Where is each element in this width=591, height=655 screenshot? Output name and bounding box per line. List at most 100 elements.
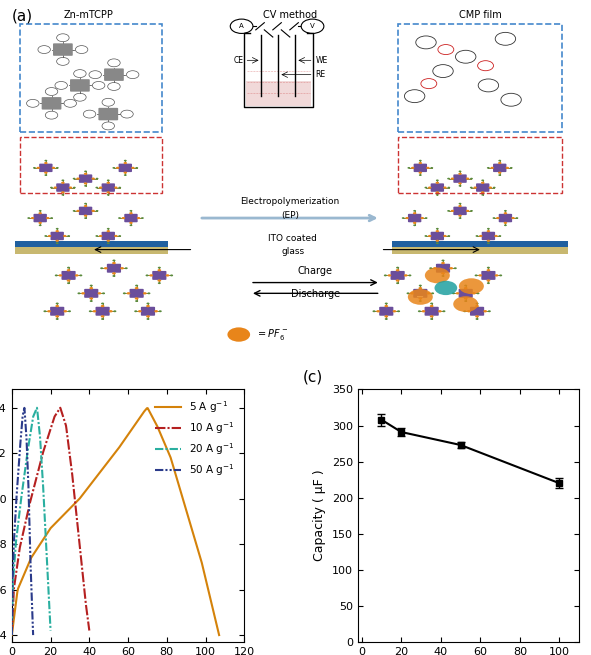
Circle shape	[487, 267, 490, 269]
Circle shape	[493, 187, 496, 189]
Circle shape	[135, 285, 138, 286]
Circle shape	[384, 274, 387, 276]
Circle shape	[478, 274, 482, 276]
Circle shape	[157, 280, 161, 282]
Circle shape	[56, 242, 59, 244]
Circle shape	[122, 217, 125, 219]
Circle shape	[385, 318, 388, 320]
Text: CV method: CV method	[263, 10, 317, 20]
Circle shape	[96, 210, 99, 212]
Circle shape	[476, 318, 479, 320]
Circle shape	[102, 292, 105, 294]
FancyBboxPatch shape	[431, 183, 444, 192]
Circle shape	[443, 235, 447, 237]
FancyBboxPatch shape	[436, 264, 450, 272]
Circle shape	[129, 210, 132, 212]
Circle shape	[441, 272, 445, 274]
Text: CE: CE	[233, 56, 243, 65]
FancyBboxPatch shape	[41, 97, 61, 109]
FancyBboxPatch shape	[96, 307, 110, 316]
FancyBboxPatch shape	[84, 289, 98, 298]
Circle shape	[436, 242, 439, 244]
Circle shape	[100, 315, 105, 318]
Circle shape	[27, 217, 30, 219]
Circle shape	[107, 194, 110, 196]
Circle shape	[487, 167, 490, 169]
Circle shape	[464, 285, 467, 286]
Circle shape	[89, 310, 92, 312]
Text: $= PF_6^-$: $= PF_6^-$	[256, 327, 288, 342]
Circle shape	[106, 181, 110, 184]
Circle shape	[67, 280, 70, 282]
Circle shape	[459, 170, 462, 172]
Circle shape	[475, 274, 478, 276]
Circle shape	[504, 225, 507, 226]
Circle shape	[431, 292, 434, 294]
Circle shape	[419, 285, 422, 286]
Text: Zn-mTCPP: Zn-mTCPP	[63, 10, 113, 20]
Circle shape	[470, 210, 473, 212]
Circle shape	[430, 303, 433, 305]
FancyBboxPatch shape	[453, 174, 467, 183]
Circle shape	[76, 178, 80, 179]
Circle shape	[67, 269, 70, 271]
Circle shape	[425, 217, 427, 219]
Circle shape	[44, 162, 48, 164]
Circle shape	[430, 315, 434, 318]
Circle shape	[384, 305, 388, 307]
Circle shape	[396, 280, 400, 282]
Circle shape	[73, 187, 76, 189]
Circle shape	[510, 167, 512, 169]
Circle shape	[397, 310, 400, 312]
Circle shape	[410, 292, 414, 295]
FancyBboxPatch shape	[34, 214, 47, 222]
Text: Electropolymerization: Electropolymerization	[240, 196, 339, 206]
Circle shape	[134, 310, 137, 312]
Circle shape	[418, 287, 422, 290]
Legend: 5 A g$^{-1}$, 10 A g$^{-1}$, 20 A g$^{-1}$, 50 A g$^{-1}$: 5 A g$^{-1}$, 10 A g$^{-1}$, 20 A g$^{-1…	[151, 395, 239, 482]
FancyBboxPatch shape	[482, 232, 495, 240]
Circle shape	[483, 310, 487, 312]
Circle shape	[408, 289, 433, 305]
FancyBboxPatch shape	[408, 214, 421, 222]
Circle shape	[158, 282, 161, 284]
Circle shape	[473, 187, 477, 189]
Circle shape	[434, 281, 457, 295]
Circle shape	[372, 310, 375, 312]
Circle shape	[496, 217, 499, 219]
Circle shape	[56, 315, 59, 318]
Circle shape	[458, 173, 462, 175]
Text: +: +	[442, 283, 450, 293]
Circle shape	[464, 300, 467, 302]
Circle shape	[143, 292, 147, 295]
Circle shape	[491, 167, 494, 169]
Circle shape	[463, 310, 466, 312]
Circle shape	[116, 167, 119, 169]
Circle shape	[67, 282, 70, 284]
Circle shape	[392, 310, 397, 312]
Text: RE: RE	[316, 70, 326, 79]
Circle shape	[504, 212, 507, 214]
Circle shape	[464, 297, 467, 300]
Circle shape	[436, 228, 439, 230]
FancyBboxPatch shape	[453, 206, 467, 215]
Circle shape	[101, 303, 104, 305]
Circle shape	[479, 235, 482, 237]
Circle shape	[426, 167, 430, 169]
Circle shape	[106, 240, 110, 242]
Circle shape	[131, 167, 135, 169]
Circle shape	[39, 225, 41, 226]
Circle shape	[157, 269, 161, 271]
Circle shape	[104, 267, 108, 269]
Circle shape	[488, 310, 491, 312]
Circle shape	[48, 235, 51, 237]
Circle shape	[504, 210, 507, 212]
Circle shape	[114, 235, 118, 237]
Circle shape	[436, 194, 439, 196]
Circle shape	[59, 274, 62, 276]
Circle shape	[429, 267, 432, 269]
Circle shape	[447, 235, 450, 237]
Text: (a): (a)	[12, 9, 33, 24]
Circle shape	[424, 235, 427, 237]
Circle shape	[428, 235, 431, 237]
